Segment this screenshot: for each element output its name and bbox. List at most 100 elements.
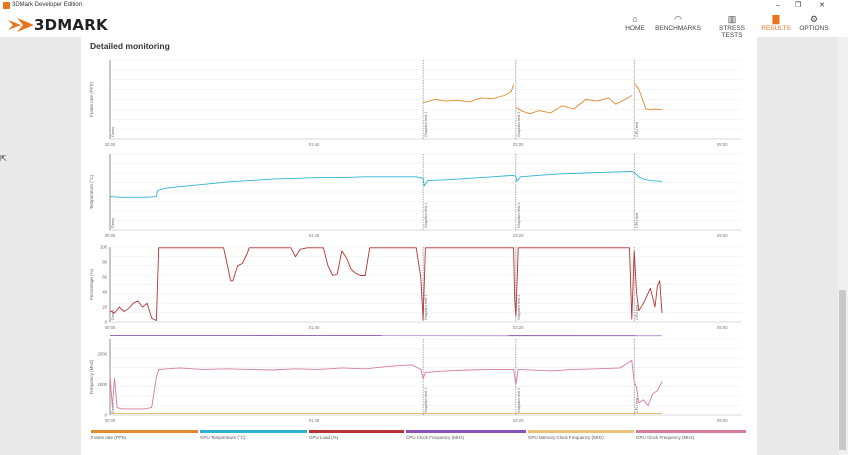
- y-tick-label: 1000: [98, 382, 108, 387]
- x-tick-label: 01:40: [309, 142, 320, 147]
- minimize-button[interactable]: –: [776, 2, 780, 9]
- legend-swatch: [528, 430, 634, 433]
- y-tick-label: 40: [102, 290, 107, 295]
- x-tick-label: 00:00: [105, 418, 116, 423]
- series-line-gpu-load: [109, 247, 663, 321]
- legend-label: GPU Clock Frequency (MHz): [636, 435, 695, 440]
- brand-name: 3DMARK: [34, 16, 108, 34]
- y-axis-label: Frequency (MHz): [89, 359, 94, 394]
- legend-label: GPU Memory Clock Frequency (MHz): [528, 435, 604, 440]
- legend-item: GPU Memory Clock Frequency (MHz): [528, 430, 634, 444]
- close-button[interactable]: ✕: [819, 2, 825, 9]
- series-line-frame-rate: [515, 95, 633, 115]
- test-marker-label: Graphics test 1: [424, 387, 428, 413]
- bars-icon: ▥: [727, 14, 737, 24]
- legend-label: GPU Load (%): [309, 435, 339, 440]
- legend-label: CPU Clock Frequency (MHz): [406, 435, 465, 440]
- test-marker-label: Graphics test 2: [517, 294, 521, 320]
- legend-swatch: [636, 430, 746, 433]
- x-tick-label: 05:00: [717, 325, 728, 330]
- y-tick-label: 80: [102, 260, 107, 265]
- y-tick-label: 100: [100, 245, 108, 250]
- test-marker-label: Demo: [111, 403, 115, 413]
- test-marker-label: Demo: [111, 127, 115, 137]
- nav-label: OPTIONS: [799, 25, 829, 32]
- test-marker-label: Graphics test 1: [424, 111, 428, 137]
- x-tick-label: 01:40: [309, 233, 320, 238]
- nav-results[interactable]: ▇ RESULTS: [761, 13, 791, 35]
- test-marker-label: Graphics test 2: [517, 202, 521, 228]
- nav-benchmarks[interactable]: ◠ BENCHMARKS: [655, 13, 701, 35]
- results-icon: ▇: [772, 14, 780, 24]
- app-header: 3DMARK ⌂ HOME ◠ BENCHMARKS ▥ STRESS TESTS ▇ RES…: [0, 11, 848, 39]
- y-axis-label: Temperature (°C): [89, 174, 94, 209]
- app-icon: [3, 2, 10, 9]
- x-tick-label: 00:00: [105, 142, 116, 147]
- legend-swatch: [406, 430, 526, 433]
- nav-stress-tests[interactable]: ▥ STRESS TESTS: [710, 13, 754, 39]
- window-title: 3DMark Developer Edition: [12, 2, 83, 8]
- test-marker-label: Graphics test 1: [424, 202, 428, 228]
- x-tick-label: 00:00: [105, 233, 116, 238]
- y-axis-label: Percentage (%): [89, 268, 94, 300]
- x-tick-label: 03:20: [513, 325, 524, 330]
- test-marker-label: Graphics test 1: [424, 294, 428, 320]
- test-marker-label: Graphics test 2: [517, 387, 521, 413]
- home-icon: ⌂: [632, 14, 638, 24]
- x-tick-label: 01:40: [309, 418, 320, 423]
- y-tick-label: 60: [102, 275, 107, 280]
- gear-icon: ⚙: [809, 14, 819, 24]
- scrollbar-thumb[interactable]: [839, 290, 846, 450]
- nav-options[interactable]: ⚙ OPTIONS: [798, 13, 830, 35]
- legend-label: Frame rate (FPS): [91, 435, 127, 440]
- series-line-temperature: [109, 171, 663, 198]
- maximize-button[interactable]: ❐: [794, 2, 802, 9]
- legend-swatch: [309, 430, 404, 433]
- nav-label: RESULTS: [761, 25, 791, 32]
- x-tick-label: 00:00: [105, 325, 116, 330]
- test-marker-label: CPU test: [635, 397, 639, 413]
- legend-item: GPU Temperature (°C): [200, 430, 307, 444]
- title-bar: 3DMark Developer Edition – ❐ ✕: [0, 0, 848, 11]
- y-axis-label: Frame rate (FPS): [89, 82, 94, 118]
- scrollbar[interactable]: [838, 37, 848, 455]
- detailed-monitoring-panel: Detailed monitoring Frame rate (FPS) 00:0…: [81, 37, 757, 455]
- test-marker-label: Graphics test 2: [517, 111, 521, 137]
- mouse-cursor-icon: ⇱: [0, 154, 7, 163]
- nav-label: STRESS TESTS: [718, 25, 745, 39]
- nav-label: BENCHMARKS: [655, 25, 701, 32]
- legend-item: Frame rate (FPS): [91, 430, 198, 444]
- series-line-frame-rate: [633, 82, 663, 111]
- legend-item: GPU Load (%): [309, 430, 404, 444]
- y-tick-label: 0: [105, 320, 108, 325]
- legend-item: CPU Clock Frequency (MHz): [406, 430, 526, 444]
- x-tick-label: 05:00: [717, 418, 728, 423]
- left-background: [0, 37, 81, 455]
- legend-swatch: [91, 430, 198, 433]
- test-marker-label: CPU test: [635, 121, 639, 137]
- legend-item: GPU Clock Frequency (MHz): [636, 430, 746, 444]
- y-tick-label: 0: [105, 413, 108, 418]
- legend-swatch: [200, 430, 307, 433]
- test-marker-label: CPU test: [635, 304, 639, 320]
- x-tick-label: 03:20: [513, 142, 524, 147]
- series-line-frame-rate: [422, 84, 515, 104]
- gauge-icon: ◠: [674, 14, 682, 24]
- panel-title: Detailed monitoring: [90, 41, 170, 51]
- 3dmark-logo-icon: [8, 18, 34, 32]
- right-background: [757, 37, 848, 455]
- y-tick-label: 20: [102, 305, 107, 310]
- y-tick-label: 2000: [98, 352, 108, 357]
- legend-label: GPU Temperature (°C): [200, 435, 246, 440]
- nav-home[interactable]: ⌂ HOME: [624, 13, 646, 35]
- nav-label: HOME: [625, 25, 645, 32]
- test-marker-label: CPU test: [635, 212, 639, 228]
- x-tick-label: 01:40: [309, 325, 320, 330]
- test-marker-label: Demo: [111, 310, 115, 320]
- monitoring-charts: Frame rate (FPS) 00:00 01:40 03:20 05:00 Demo…: [89, 59, 741, 423]
- x-tick-label: 03:20: [513, 233, 524, 238]
- x-tick-label: 05:00: [717, 233, 728, 238]
- x-tick-label: 05:00: [717, 142, 728, 147]
- x-tick-label: 03:20: [513, 418, 524, 423]
- series-line-gpu-clock: [109, 359, 663, 410]
